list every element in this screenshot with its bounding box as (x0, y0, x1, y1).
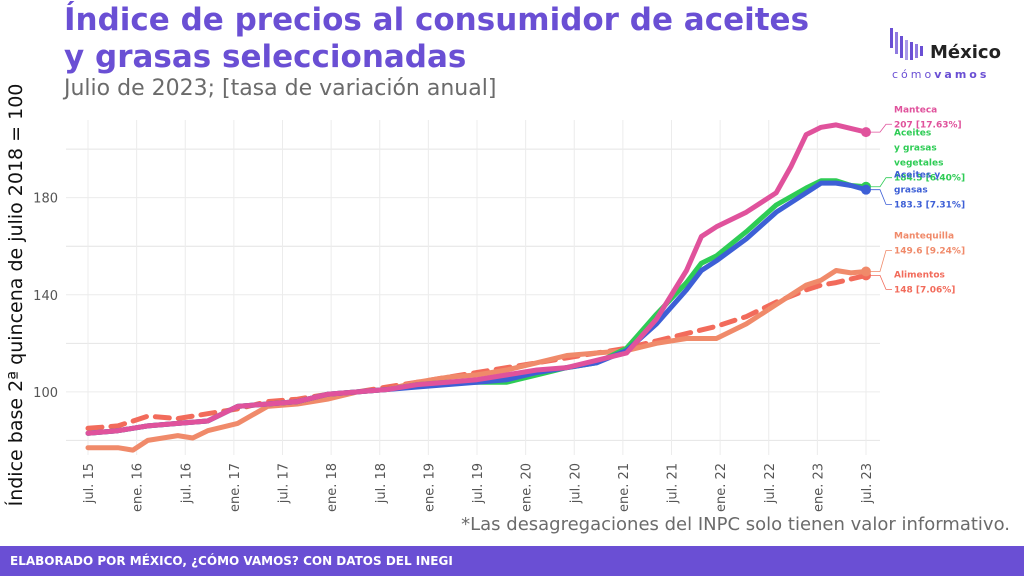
series-end-label: 184.5 [6.40%] (894, 174, 965, 184)
footer-bar: ELABORADO POR MÉXICO, ¿CÓMO VAMOS? CON D… (0, 546, 1024, 576)
series-end-label: Alimentos (894, 270, 945, 280)
series-end-label: 148 [7.06%] (894, 285, 955, 295)
logo-word-mexico: México (930, 42, 1001, 63)
x-tick-label: jul. 18 (374, 463, 389, 504)
y-axis-ticks: 100 140 180 (33, 192, 58, 401)
series-end-label: Mantequilla (894, 232, 954, 242)
series-end-label: Aceites y (894, 170, 940, 180)
x-tick-label: jul. 19 (471, 463, 486, 504)
series-end-labels: Manteca 207 [17.63%]Aceites y grasas vegeta… (870, 105, 965, 295)
series-end-label: Manteca (894, 105, 937, 115)
label-leader-line (870, 177, 892, 188)
x-tick-label: jul. 22 (763, 463, 778, 504)
label-leader-line (870, 250, 892, 272)
series-line-0 (85, 122, 869, 436)
x-tick-label: jul. 17 (277, 463, 292, 504)
x-tick-label: ene. 21 (617, 463, 632, 512)
footnote: *Las desagregaciones del INPC solo tiene… (461, 514, 1010, 535)
x-tick-label: jul. 23 (860, 463, 875, 504)
x-axis-ticks: jul. 15 ene. 16 jul. 16 ene. 17 jul. 17 ene. … (82, 463, 875, 512)
series-lines (85, 122, 871, 453)
grid-lines (66, 120, 880, 455)
x-tick-label: ene. 17 (228, 463, 243, 512)
chart-subtitle: Julio de 2023; [tasa de variación anual] (64, 76, 497, 101)
series-end-point (861, 266, 871, 277)
x-tick-label: ene. 20 (520, 463, 535, 512)
series-line-3 (85, 268, 869, 453)
y-tick-label: 180 (33, 192, 58, 207)
footer-text: ELABORADO POR MÉXICO, ¿CÓMO VAMOS? CON D… (10, 554, 453, 568)
series-end-label: Aceites (894, 129, 931, 139)
bars-logo-icon (890, 28, 923, 60)
series-end-point (861, 127, 871, 138)
x-tick-label: jul. 21 (666, 463, 681, 504)
x-tick-label: jul. 16 (179, 463, 194, 504)
series-end-label: 183.3 [7.31%] (894, 200, 965, 210)
label-leader-line (870, 123, 892, 133)
series-end-label: 149.6 [9.24%] (894, 247, 965, 257)
logo-word-vamos: vamos (934, 68, 990, 81)
label-leader-line (870, 274, 892, 290)
x-tick-label: ene. 19 (422, 463, 437, 512)
logo-word-comovamos: cómovamos (892, 68, 989, 81)
series-end-point (861, 184, 871, 195)
chart-title: Índice de precios al consumidor de aceit… (64, 2, 810, 75)
label-leader-line (870, 189, 892, 205)
x-tick-label: jul. 15 (82, 463, 97, 504)
x-tick-label: ene. 22 (714, 463, 729, 512)
x-tick-label: jul. 20 (568, 463, 583, 504)
x-tick-label: ene. 16 (131, 463, 146, 512)
logo-word-como: cómo (892, 68, 935, 81)
x-tick-label: ene. 23 (811, 463, 826, 512)
y-tick-label: 140 (33, 289, 58, 304)
y-tick-label: 100 (33, 386, 58, 401)
series-end-label: grasas (894, 185, 928, 195)
series-end-label: 207 [17.63%] (894, 120, 962, 130)
brand-logo: México cómovamos (886, 22, 1016, 92)
series-end-label: y grasas (894, 144, 937, 154)
x-tick-label: ene. 18 (325, 463, 340, 512)
series-end-label: vegetales (894, 159, 943, 169)
y-axis-label: Índice base 2ª quincena de julio 2018 = … (4, 84, 27, 507)
